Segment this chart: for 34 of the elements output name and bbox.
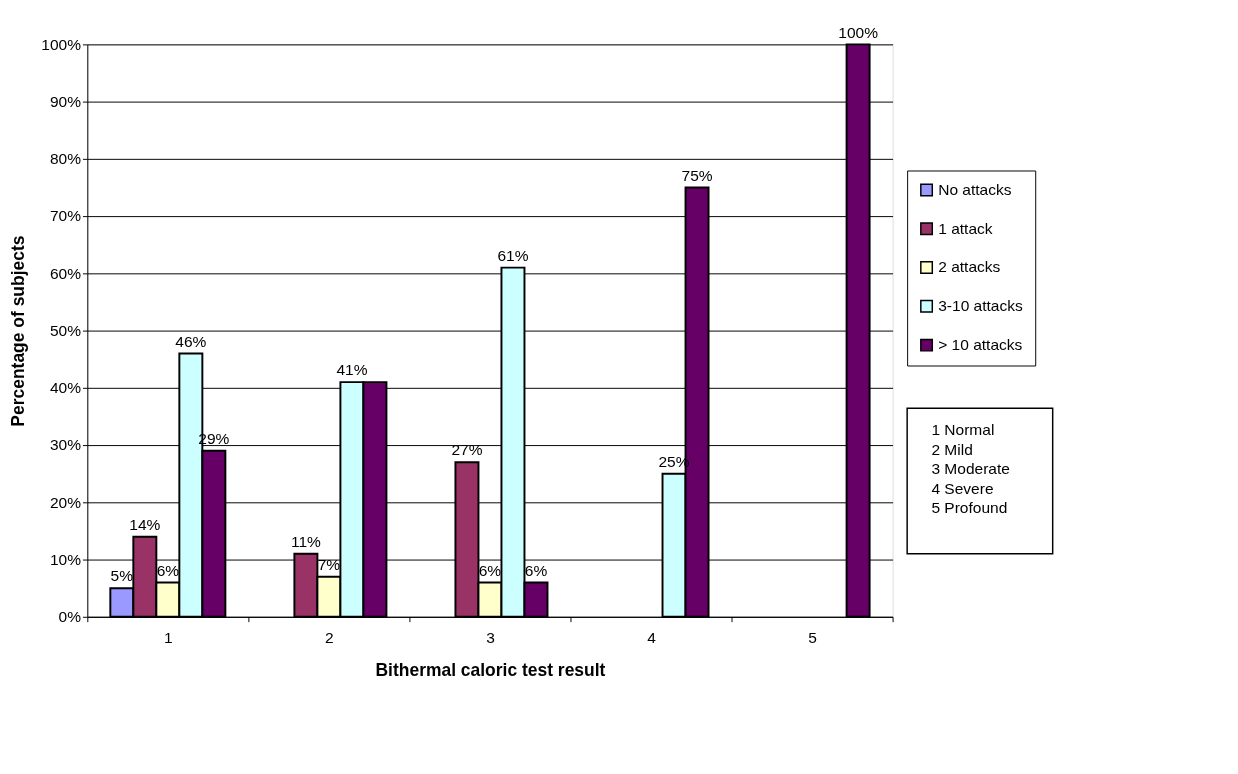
data-label: 75% — [681, 166, 713, 184]
x-tick-label: 1 — [164, 628, 173, 646]
y-tick-label: 80% — [49, 150, 82, 168]
x-tick-label: 3 — [486, 628, 495, 646]
x-tick-label: 5 — [808, 628, 817, 646]
data-label: 46% — [175, 332, 207, 350]
data-label: 100% — [838, 23, 879, 41]
x-axis-title: Bithermal caloric test result — [375, 660, 606, 681]
y-tick-label: 90% — [49, 92, 82, 110]
y-tick-label: 40% — [49, 379, 82, 397]
legend-label: 1 attack — [938, 219, 993, 237]
legend-label: > 10 attacks — [938, 336, 1023, 353]
y-tick-label: 50% — [49, 321, 82, 339]
y-tick-label: 100% — [41, 35, 82, 53]
data-label: 6% — [478, 561, 502, 579]
y-tick-label: 0% — [58, 608, 82, 626]
data-label: 61% — [497, 246, 529, 264]
y-tick-label: 70% — [49, 207, 82, 225]
text: 1 Normal 2 Mild 3 Moderate 4 Severe 5 Profound — [931, 421, 1010, 516]
y-tick-label: 10% — [49, 550, 82, 568]
y-tick-label: 30% — [49, 436, 82, 454]
x-tick-label: 4 — [647, 628, 657, 646]
data-label: 11% — [290, 533, 322, 551]
data-label: 27% — [451, 441, 483, 459]
data-label: 14% — [129, 515, 161, 533]
y-axis-title: Percentage of subjects — [7, 235, 28, 427]
y-tick-label: 20% — [49, 493, 82, 511]
data-label: 41% — [336, 361, 368, 379]
y-tick-label: 60% — [49, 264, 82, 282]
legend-label: No attacks — [938, 180, 1012, 198]
data-label: 6% — [524, 561, 548, 579]
legend-label: 2 attacks — [938, 258, 1001, 276]
x-tick-label: 2 — [325, 628, 334, 646]
legend-label: 3-10 attacks — [938, 297, 1023, 315]
